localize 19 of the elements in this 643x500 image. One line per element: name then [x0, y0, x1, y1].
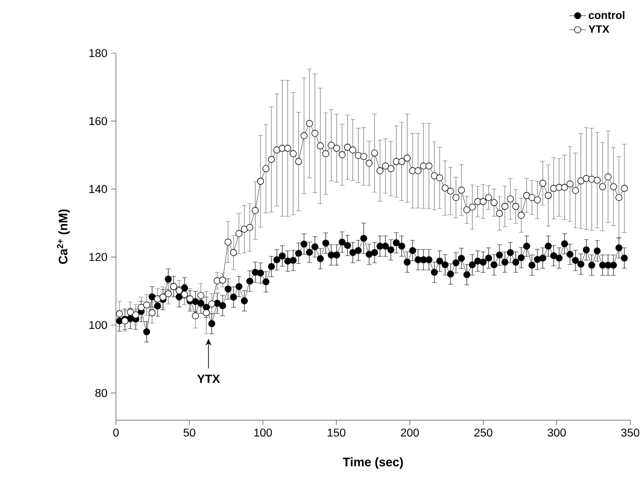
x-tick-label: 350 [621, 428, 640, 436]
y-tick-label: 80 [95, 388, 108, 397]
y-axis-title: Ca$^{2+}$ (nM) [56, 209, 70, 264]
x-tick-label: 100 [254, 428, 272, 436]
y-tick-label: 180 [89, 48, 108, 57]
annotation: YTX [197, 374, 220, 383]
x-tick-label: 250 [474, 428, 492, 436]
x-tick-label: 300 [548, 428, 566, 436]
y-tick-label: 160 [89, 116, 108, 125]
x-axis-title: Time (sec) [342, 457, 403, 469]
x-tick-label: 50 [184, 428, 196, 436]
x-tick-label: 0 [113, 428, 119, 436]
x-tick-label: 200 [400, 428, 419, 436]
legend-label: control [588, 10, 624, 19]
y-tick-label: 140 [89, 184, 108, 193]
x-tick-label: 150 [328, 428, 346, 436]
legend-label: YTX [588, 25, 610, 33]
y-tick-label: 100 [89, 320, 108, 329]
y-tick-label: 120 [89, 252, 108, 261]
